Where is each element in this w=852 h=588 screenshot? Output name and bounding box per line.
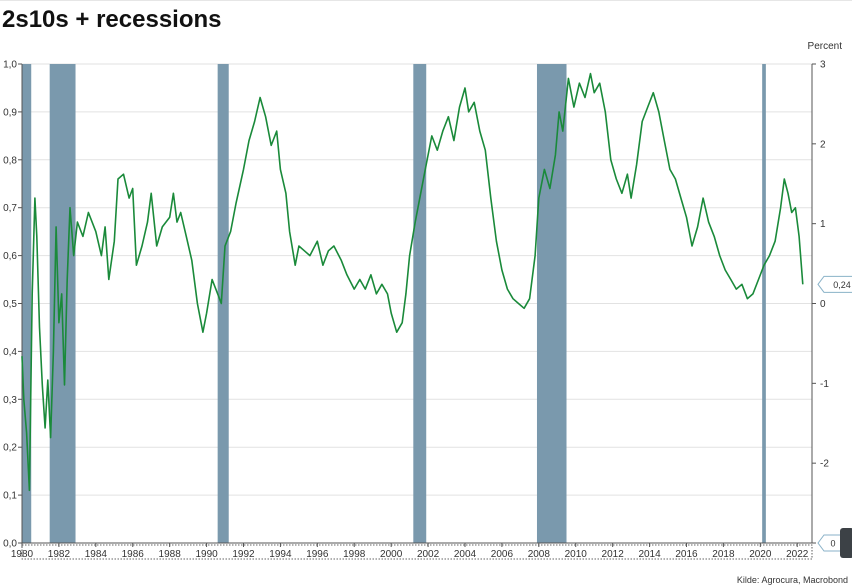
x-tick-label: 2016 (675, 549, 698, 560)
value-callouts: 0,24 0 (817, 275, 852, 552)
x-tick-label: 2018 (712, 549, 735, 560)
left-tick-label: 1,0 (3, 60, 17, 71)
recession-band (536, 64, 567, 543)
x-tick-label: 2000 (380, 549, 403, 560)
left-tick-label: 0,0 (3, 539, 17, 550)
left-tick-label: 0,4 (3, 347, 17, 358)
left-tick-label: 0,3 (3, 395, 17, 406)
x-tick-label: 2022 (786, 549, 809, 560)
left-tick-label: 0,2 (3, 443, 17, 454)
source-note: Kilde: Agrocura, Macrobond (736, 575, 848, 585)
right-axis-unit: Percent (807, 41, 842, 52)
x-tick-label: 1992 (232, 549, 255, 560)
x-tick-label: 2014 (638, 549, 661, 560)
right-tick-label: 0 (820, 299, 826, 310)
x-tick-label: 2012 (602, 549, 625, 560)
top-rule (0, 0, 852, 1)
right-tick-label: -2 (820, 459, 829, 470)
x-tick-label: 2008 (528, 549, 551, 560)
x-tick-label: 2020 (749, 549, 772, 560)
right-tick-label: 1 (820, 219, 826, 230)
recession-band (762, 64, 766, 543)
x-tick-label: 1990 (195, 549, 218, 560)
x-tick-label: 1998 (343, 549, 366, 560)
x-tick-label: 2006 (491, 549, 514, 560)
x-tick-label: 2002 (417, 549, 440, 560)
value-callout-box (817, 275, 852, 293)
left-tick-label: 0,5 (3, 299, 17, 310)
x-tick-label: 1984 (85, 549, 108, 560)
right-tick-label: 2 (820, 139, 826, 150)
left-tick-label: 0,7 (3, 203, 17, 214)
expand-panel-button[interactable] (840, 528, 852, 558)
data-series (21, 72, 804, 492)
axes: 0,00,10,20,30,40,50,60,70,80,91,0-3-2-10… (3, 60, 829, 561)
right-tick-label: 3 (820, 60, 826, 71)
recession-band (217, 64, 229, 543)
value-callout-label: 0,24 (833, 280, 851, 290)
value-callout-label: 0 (830, 539, 835, 549)
x-tick-label: 1982 (48, 549, 71, 560)
left-tick-label: 0,8 (3, 155, 17, 166)
series-line (21, 72, 804, 492)
x-tick-label: 1980 (11, 549, 34, 560)
x-tick-label: 1986 (122, 549, 145, 560)
right-tick-label: -1 (820, 379, 829, 390)
x-tick-label: 2004 (454, 549, 477, 560)
chart-title: 2s10s + recessions (2, 6, 222, 33)
x-tick-label: 2010 (565, 549, 588, 560)
left-tick-label: 0,6 (3, 251, 17, 262)
recession-band (413, 64, 427, 543)
left-tick-label: 0,1 (3, 491, 17, 502)
left-tick-label: 0,9 (3, 107, 17, 118)
x-tick-label: 1996 (306, 549, 329, 560)
x-tick-label: 1994 (269, 549, 292, 560)
recession-band (22, 64, 32, 543)
x-tick-label: 1988 (159, 549, 182, 560)
